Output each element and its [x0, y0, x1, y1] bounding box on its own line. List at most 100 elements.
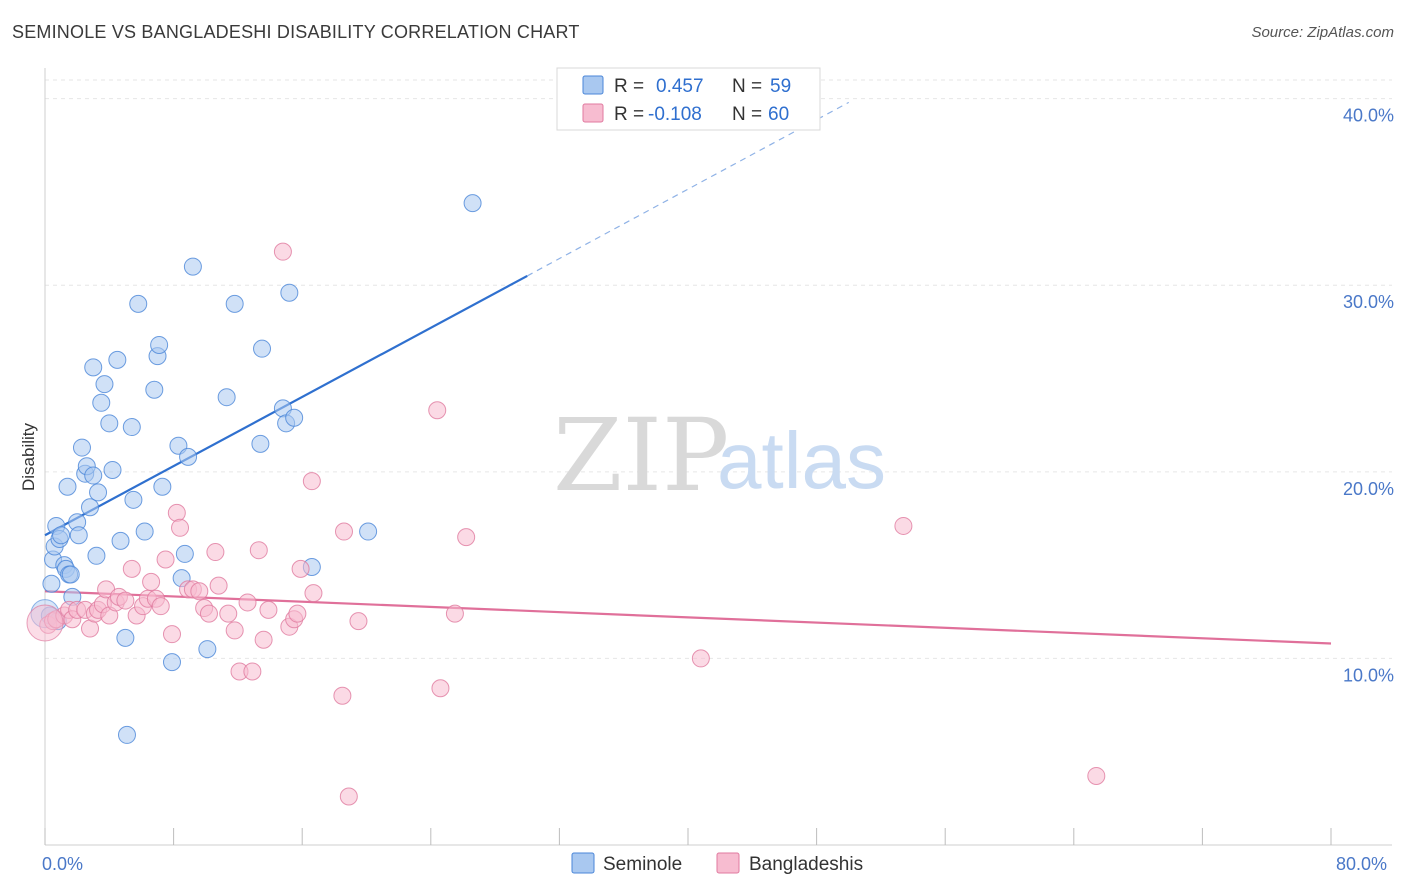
point-seminole-16 — [72, 438, 91, 457]
point-seminole-49 — [251, 434, 270, 453]
point-seminole-34 — [129, 294, 148, 313]
point-bangladeshis-17 — [122, 559, 141, 578]
point-seminole-24 — [92, 393, 111, 412]
point-seminole-33 — [124, 490, 143, 509]
watermark-zip: ZIP — [553, 397, 729, 514]
x-tick-label-min: 0.0% — [42, 854, 83, 874]
point-bangladeshis-51 — [334, 522, 353, 541]
point-seminole-56 — [359, 522, 378, 541]
series-seminole-points — [30, 194, 482, 744]
chart-source: Source: ZipAtlas.com — [1251, 24, 1394, 41]
legend-top: R = 0.457 N = 59 R = -0.108 N = 60 — [556, 67, 821, 131]
point-seminole-40 — [162, 653, 181, 672]
legend-bottom-swatch-bangladeshis — [716, 852, 740, 874]
point-bangladeshis-32 — [199, 604, 218, 623]
point-bangladeshis-23 — [151, 597, 170, 616]
point-seminole-53 — [280, 283, 299, 302]
point-seminole-26 — [100, 414, 119, 433]
point-seminole-25 — [95, 375, 114, 394]
point-bangladeshis-25 — [162, 625, 181, 644]
point-bangladeshis-60 — [1087, 766, 1106, 785]
legend-swatch-seminole — [582, 75, 604, 95]
point-bangladeshis-42 — [259, 600, 278, 619]
point-bangladeshis-52 — [339, 787, 358, 806]
point-bangladeshis-50 — [333, 686, 352, 705]
point-bangladeshis-38 — [238, 593, 257, 612]
chart-title: SEMINOLE VS BANGLADESHI DISABILITY CORRE… — [12, 22, 580, 42]
point-seminole-44 — [179, 447, 198, 466]
point-bangladeshis-53 — [349, 612, 368, 631]
legend-n-label-1: N = — [732, 76, 762, 97]
y-axis-title: Disability — [19, 422, 38, 491]
point-bangladeshis-cluster — [26, 604, 64, 642]
point-bangladeshis-40 — [249, 541, 268, 560]
legend-r-label-2: R = — [614, 104, 644, 125]
legend-r-value-1: 0.457 — [656, 76, 704, 97]
legend-n-label-2: N = — [732, 104, 762, 125]
trend-line-bangladeshis — [44, 590, 1332, 645]
point-bangladeshis-47 — [291, 559, 310, 578]
point-seminole-12 — [61, 565, 80, 584]
legend-n-value-2: 60 — [768, 104, 789, 125]
point-seminole-20 — [84, 466, 103, 485]
point-bangladeshis-36 — [225, 621, 244, 640]
point-seminole-27 — [103, 460, 122, 479]
point-bangladeshis-41 — [254, 630, 273, 649]
legend-r-label-1: R = — [614, 76, 644, 97]
point-seminole-47 — [217, 388, 236, 407]
point-seminole-30 — [116, 628, 135, 647]
trend-lines — [44, 101, 1332, 645]
series-bangladeshis-points — [26, 242, 1106, 806]
point-seminole-45 — [183, 257, 202, 276]
point-bangladeshis-21 — [142, 572, 161, 591]
legend-swatch-bangladeshis — [582, 103, 604, 123]
point-seminole-23 — [89, 483, 108, 502]
point-seminole-15 — [69, 526, 88, 545]
point-bangladeshis-56 — [445, 604, 464, 623]
y-tick-label-10: 10.0% — [1343, 665, 1394, 685]
legend-bottom-label-bangladeshis: Bangladeshis — [749, 854, 863, 875]
y-tick-label-40: 40.0% — [1343, 106, 1394, 126]
y-axis-tick-labels: 10.0% 20.0% 30.0% 40.0% — [1343, 106, 1394, 686]
legend-r-value-2: -0.108 — [648, 104, 702, 125]
legend-bottom: Seminole Bangladeshis — [571, 852, 863, 875]
point-bangladeshis-39 — [243, 662, 262, 681]
point-seminole-22 — [87, 546, 106, 565]
point-bangladeshis-55 — [431, 679, 450, 698]
point-seminole-46 — [198, 640, 217, 659]
point-seminole-57 — [463, 194, 482, 213]
point-bangladeshis-58 — [691, 649, 710, 668]
point-seminole-48 — [225, 294, 244, 313]
point-bangladeshis-54 — [428, 401, 447, 420]
point-seminole-38 — [150, 335, 169, 354]
point-seminole-50 — [253, 339, 272, 358]
point-seminole-43 — [175, 544, 194, 563]
point-seminole-32 — [122, 418, 141, 437]
point-seminole-35 — [135, 522, 154, 541]
point-bangladeshis-43 — [273, 242, 292, 261]
point-bangladeshis-33 — [206, 543, 225, 562]
point-bangladeshis-35 — [219, 604, 238, 623]
point-bangladeshis-48 — [302, 472, 321, 491]
point-seminole-36 — [145, 380, 164, 399]
trend-line-seminole-extension — [526, 101, 850, 277]
legend-bottom-label-seminole: Seminole — [603, 854, 682, 875]
gridlines — [45, 79, 1392, 659]
legend-n-value-1: 59 — [770, 76, 791, 97]
point-bangladeshis-24 — [156, 550, 175, 569]
x-tick-label-max: 80.0% — [1336, 854, 1387, 874]
x-axis-ticks — [44, 828, 1332, 845]
y-tick-label-30: 30.0% — [1343, 292, 1394, 312]
point-bangladeshis-46 — [288, 604, 307, 623]
axes — [44, 68, 1392, 846]
point-seminole-21 — [84, 358, 103, 377]
y-tick-label-20: 20.0% — [1343, 479, 1394, 499]
point-bangladeshis-27 — [171, 518, 190, 537]
point-seminole-31 — [117, 725, 136, 744]
point-seminole-10 — [58, 477, 77, 496]
point-bangladeshis-34 — [209, 576, 228, 595]
point-seminole-29 — [111, 531, 130, 550]
point-bangladeshis-26 — [167, 503, 186, 522]
point-seminole-1 — [42, 574, 61, 593]
